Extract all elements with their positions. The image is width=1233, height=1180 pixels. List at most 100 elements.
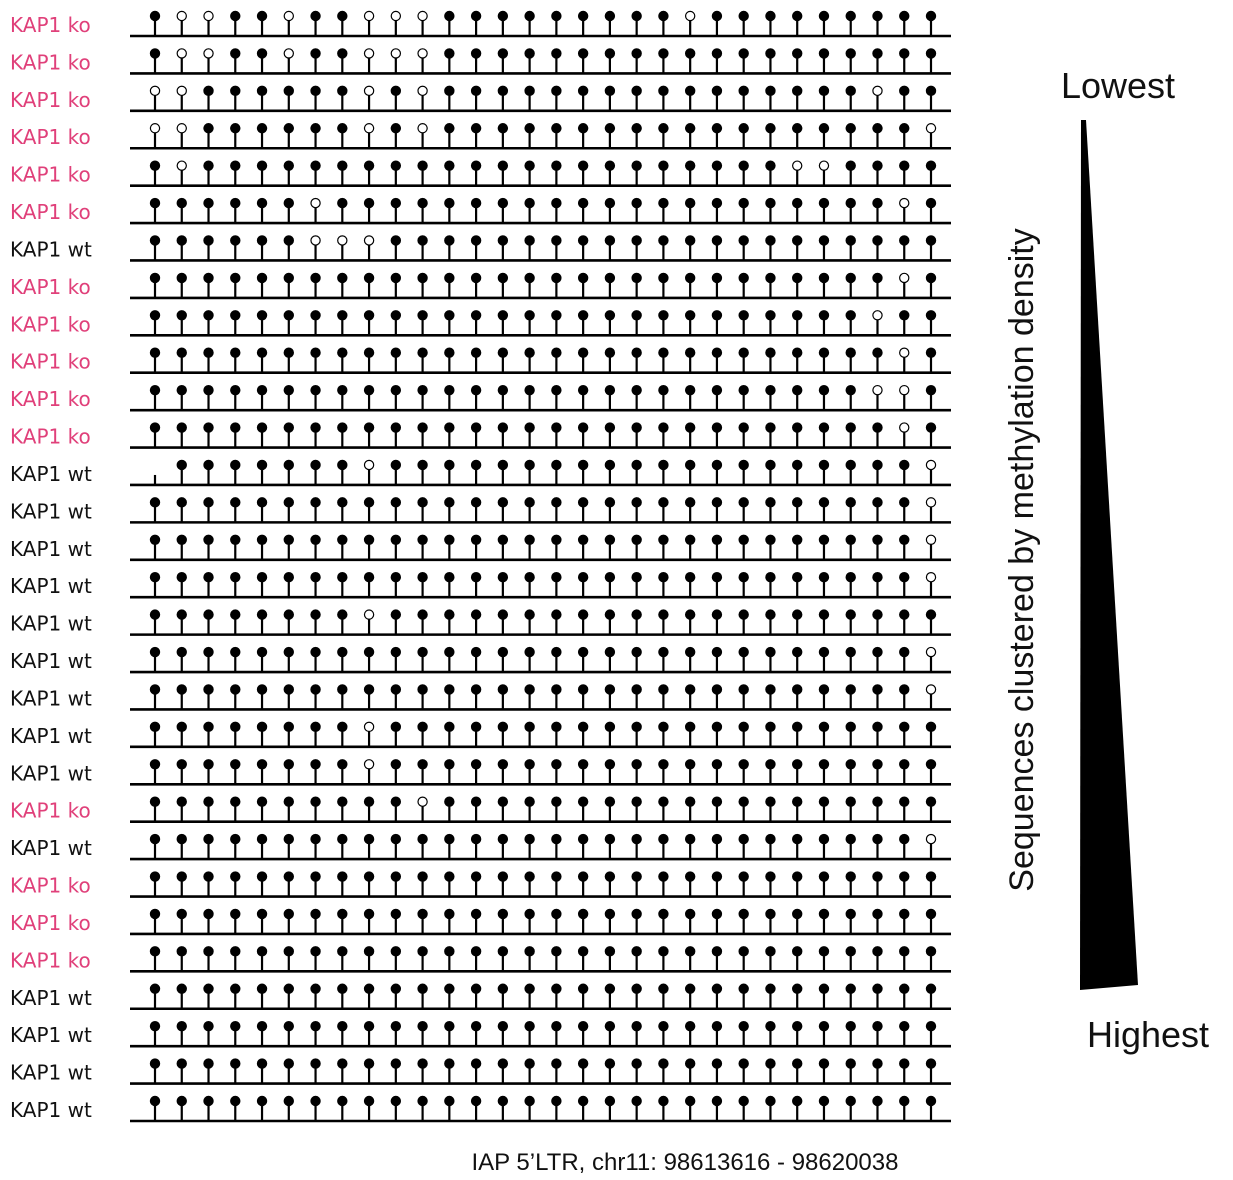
cpg-methylated-marker — [256, 684, 268, 695]
cpg-methylated-marker — [684, 197, 696, 209]
cpg-methylated-marker — [524, 721, 535, 733]
cpg-methylated-marker — [390, 721, 402, 733]
cpg-methylated-marker — [149, 197, 161, 209]
read-label: KAP1 ko — [10, 50, 91, 74]
cpg-unmethylated-marker — [390, 10, 402, 22]
cpg-methylated-marker — [711, 497, 723, 508]
cpg-methylated-marker — [283, 384, 294, 396]
cpg-methylated-marker — [818, 1095, 830, 1107]
cpg-methylated-marker — [149, 609, 161, 620]
cpg-methylated-marker — [444, 310, 455, 321]
cpg-unmethylated-marker — [149, 85, 161, 97]
cpg-methylated-marker — [551, 572, 562, 583]
cpg-methylated-marker — [899, 759, 910, 770]
cpg-methylated-marker — [738, 459, 749, 471]
cpg-methylated-marker — [684, 347, 696, 358]
cpg-methylated-marker — [230, 946, 241, 957]
cpg-methylated-marker — [230, 796, 241, 807]
cpg-methylated-marker — [872, 1095, 883, 1107]
cpg-methylated-marker — [203, 721, 214, 733]
cpg-methylated-marker — [256, 983, 268, 994]
cpg-methylated-marker — [337, 833, 348, 845]
cpg-methylated-marker — [604, 48, 616, 59]
cpg-methylated-marker — [497, 85, 509, 97]
cpg-methylated-marker — [390, 85, 402, 97]
cpg-methylated-marker — [551, 871, 562, 882]
cpg-methylated-marker — [149, 384, 161, 396]
cpg-methylated-marker — [203, 871, 214, 882]
cpg-methylated-marker — [577, 721, 589, 733]
cpg-methylated-marker — [176, 572, 187, 583]
cpg-methylated-marker — [310, 833, 321, 845]
cpg-methylated-marker — [176, 609, 187, 620]
cpg-methylated-marker — [203, 497, 214, 508]
cpg-methylated-marker — [658, 310, 669, 321]
cpg-methylated-marker — [711, 272, 723, 284]
cpg-methylated-marker — [363, 1020, 375, 1032]
cpg-methylated-marker — [658, 384, 669, 396]
cpg-methylated-marker — [899, 48, 910, 59]
cpg-unmethylated-marker — [925, 684, 937, 695]
cpg-methylated-marker — [872, 796, 883, 807]
cpg-methylated-marker — [845, 347, 856, 358]
cpg-methylated-marker — [792, 871, 803, 882]
cpg-methylated-marker — [470, 871, 482, 882]
cpg-methylated-marker — [604, 160, 616, 171]
cpg-methylated-marker — [390, 908, 402, 920]
cpg-methylated-marker — [899, 833, 910, 845]
cpg-methylated-marker — [363, 422, 375, 433]
read-label: KAP1 ko — [10, 125, 91, 149]
cpg-methylated-marker — [310, 85, 321, 97]
cpg-methylated-marker — [792, 1095, 803, 1107]
cpg-methylated-marker — [872, 422, 883, 433]
cpg-methylated-marker — [417, 235, 428, 246]
cpg-methylated-marker — [230, 572, 241, 583]
locus-caption: IAP 5’LTR, chr11: 98613616 - 98620038 — [472, 1149, 899, 1176]
cpg-methylated-marker — [310, 10, 321, 22]
cpg-methylated-marker — [524, 497, 535, 508]
cpg-methylated-marker — [631, 123, 642, 134]
cpg-methylated-marker — [524, 796, 535, 807]
cpg-methylated-marker — [230, 310, 241, 321]
cpg-methylated-marker — [149, 160, 161, 171]
cpg-methylated-marker — [551, 85, 562, 97]
read-label: KAP1 wt — [10, 1061, 92, 1085]
cpg-methylated-marker — [337, 534, 348, 545]
cpg-methylated-marker — [524, 197, 535, 209]
cpg-methylated-marker — [470, 833, 482, 845]
cpg-methylated-marker — [925, 160, 937, 171]
read-row: KAP1 wt — [10, 1020, 951, 1048]
cpg-methylated-marker — [872, 497, 883, 508]
cpg-unmethylated-marker — [899, 272, 910, 284]
cpg-methylated-marker — [256, 310, 268, 321]
cpg-methylated-marker — [577, 384, 589, 396]
read-label: KAP1 ko — [10, 275, 91, 299]
cpg-methylated-marker — [497, 833, 509, 845]
cpg-methylated-marker — [444, 48, 455, 59]
cpg-methylated-marker — [658, 908, 669, 920]
cpg-methylated-marker — [497, 310, 509, 321]
cpg-methylated-marker — [872, 908, 883, 920]
cpg-methylated-marker — [230, 160, 241, 171]
cpg-methylated-marker — [203, 946, 214, 957]
cpg-methylated-marker — [684, 534, 696, 545]
cpg-methylated-marker — [230, 1020, 241, 1032]
cpg-methylated-marker — [792, 347, 803, 358]
cpg-methylated-marker — [845, 123, 856, 134]
cpg-methylated-marker — [363, 684, 375, 695]
cpg-methylated-marker — [658, 946, 669, 957]
cpg-methylated-marker — [470, 534, 482, 545]
cpg-methylated-marker — [363, 908, 375, 920]
cpg-methylated-marker — [631, 1058, 642, 1069]
cpg-methylated-marker — [792, 609, 803, 620]
cpg-methylated-marker — [765, 497, 776, 508]
cpg-unmethylated-marker — [872, 310, 883, 321]
cpg-methylated-marker — [283, 85, 294, 97]
cpg-methylated-marker — [658, 160, 669, 171]
cpg-methylated-marker — [256, 10, 268, 22]
cpg-methylated-marker — [899, 684, 910, 695]
cpg-methylated-marker — [845, 721, 856, 733]
cpg-methylated-marker — [310, 609, 321, 620]
cpg-methylated-marker — [604, 908, 616, 920]
cpg-methylated-marker — [658, 983, 669, 994]
